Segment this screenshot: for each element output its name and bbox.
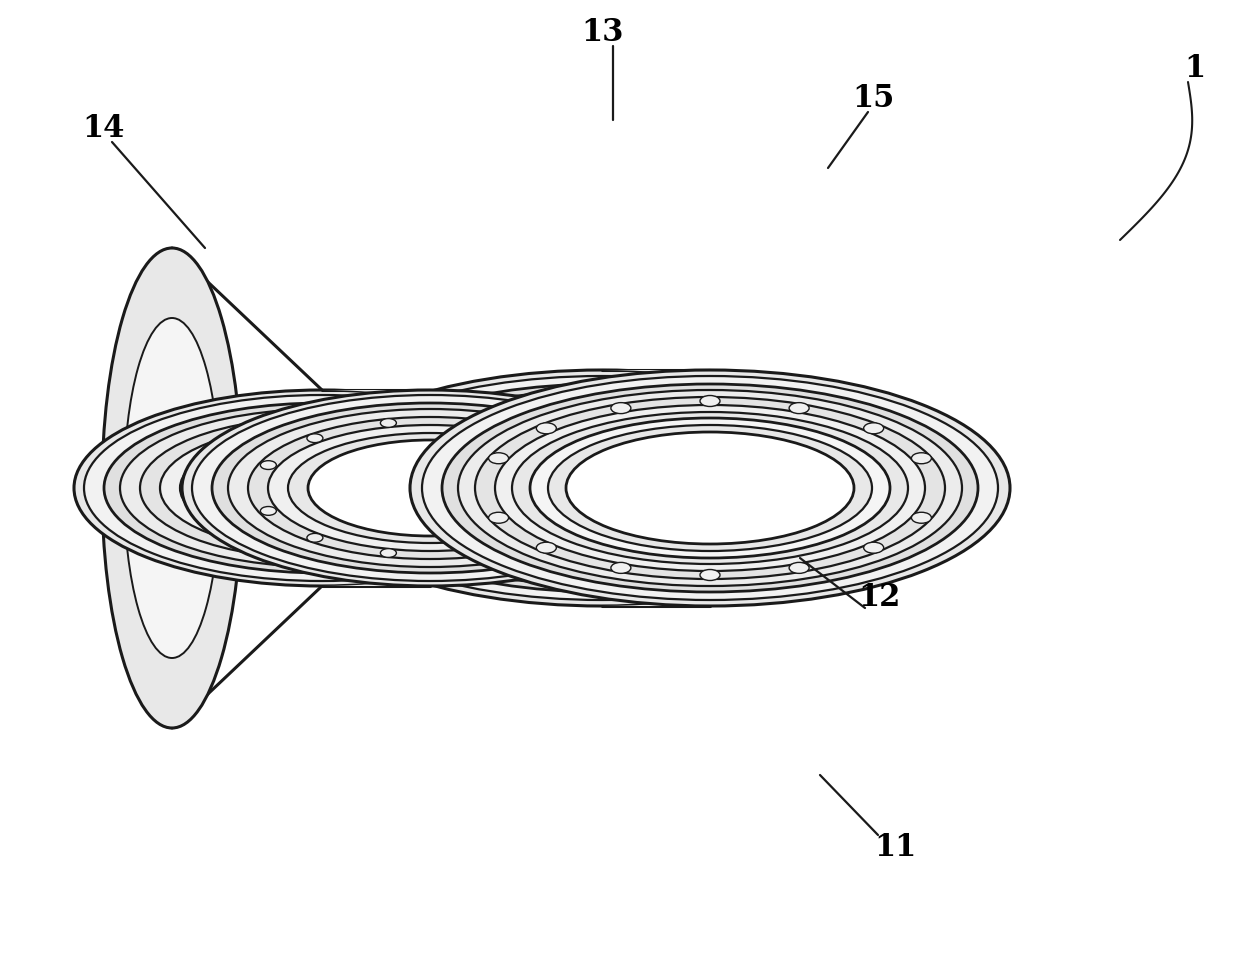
Ellipse shape — [701, 396, 720, 406]
Ellipse shape — [537, 542, 557, 554]
Ellipse shape — [387, 405, 817, 571]
Ellipse shape — [422, 418, 782, 558]
Ellipse shape — [192, 395, 668, 581]
Ellipse shape — [104, 403, 539, 573]
Ellipse shape — [180, 433, 464, 543]
Text: 14: 14 — [82, 113, 124, 143]
Ellipse shape — [548, 425, 872, 551]
Ellipse shape — [464, 419, 480, 427]
Polygon shape — [322, 440, 552, 536]
Text: 1: 1 — [1184, 53, 1205, 83]
Ellipse shape — [422, 376, 998, 600]
Ellipse shape — [182, 390, 678, 586]
Polygon shape — [601, 418, 890, 558]
Ellipse shape — [911, 512, 931, 523]
Ellipse shape — [489, 453, 508, 464]
Ellipse shape — [537, 423, 557, 434]
Ellipse shape — [863, 423, 884, 434]
Ellipse shape — [441, 384, 978, 592]
Ellipse shape — [367, 397, 837, 579]
Ellipse shape — [584, 461, 600, 469]
Ellipse shape — [404, 412, 800, 564]
Ellipse shape — [381, 549, 397, 557]
Ellipse shape — [84, 395, 560, 581]
Ellipse shape — [611, 562, 631, 574]
Polygon shape — [322, 390, 678, 586]
Ellipse shape — [288, 433, 572, 543]
Text: 11: 11 — [874, 833, 916, 863]
Ellipse shape — [529, 418, 890, 558]
Ellipse shape — [212, 403, 649, 573]
Ellipse shape — [248, 417, 613, 559]
Ellipse shape — [410, 370, 1011, 606]
Ellipse shape — [268, 425, 591, 551]
Ellipse shape — [260, 461, 277, 469]
Polygon shape — [601, 384, 978, 592]
Ellipse shape — [308, 533, 322, 542]
Ellipse shape — [124, 318, 219, 658]
Ellipse shape — [584, 507, 600, 515]
Ellipse shape — [303, 370, 901, 606]
Ellipse shape — [160, 425, 484, 551]
Ellipse shape — [228, 409, 632, 567]
Ellipse shape — [381, 419, 397, 427]
Ellipse shape — [512, 412, 908, 564]
Ellipse shape — [120, 409, 525, 567]
Ellipse shape — [863, 542, 884, 554]
Ellipse shape — [334, 384, 870, 592]
Ellipse shape — [495, 405, 925, 571]
Ellipse shape — [308, 440, 552, 536]
Ellipse shape — [458, 432, 746, 544]
Polygon shape — [601, 432, 854, 544]
Ellipse shape — [789, 402, 810, 414]
Polygon shape — [601, 370, 1009, 606]
Ellipse shape — [611, 402, 631, 414]
Text: 12: 12 — [859, 582, 901, 614]
Ellipse shape — [140, 417, 503, 559]
Ellipse shape — [458, 390, 962, 586]
Text: 15: 15 — [852, 82, 894, 114]
Ellipse shape — [475, 397, 945, 579]
Ellipse shape — [200, 440, 444, 536]
Ellipse shape — [537, 533, 553, 542]
Ellipse shape — [350, 390, 854, 586]
Ellipse shape — [565, 432, 854, 544]
Ellipse shape — [911, 453, 931, 464]
Ellipse shape — [440, 425, 764, 551]
Ellipse shape — [314, 376, 890, 600]
Ellipse shape — [308, 434, 322, 443]
Ellipse shape — [260, 507, 277, 515]
Ellipse shape — [464, 549, 480, 557]
Ellipse shape — [102, 248, 242, 728]
Ellipse shape — [701, 570, 720, 580]
Ellipse shape — [537, 434, 553, 443]
Ellipse shape — [74, 390, 570, 586]
Ellipse shape — [489, 512, 508, 523]
Text: 13: 13 — [582, 16, 624, 48]
Ellipse shape — [789, 562, 810, 574]
Polygon shape — [322, 403, 649, 573]
